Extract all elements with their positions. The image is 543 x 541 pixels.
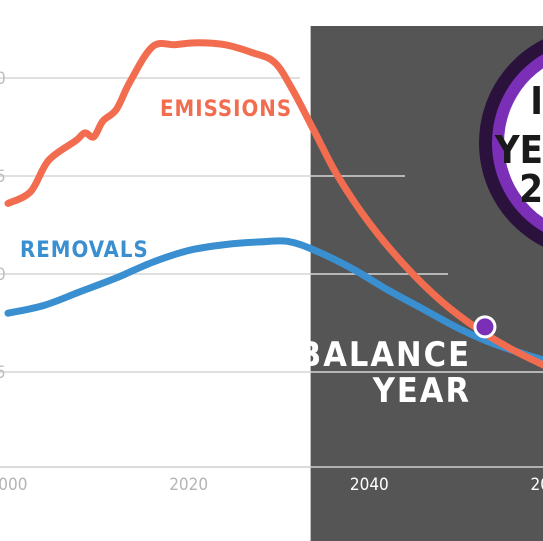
y-tick-label: 0 (0, 69, 6, 89)
removals-label: REMOVALS (20, 238, 149, 263)
x-tick-label: 2000 (0, 475, 27, 495)
x-tick-label: 2040 (350, 475, 389, 495)
y-tick-label: 5 (0, 363, 6, 383)
series-line-removals (4, 237, 543, 364)
x-tick-label: 2060 (531, 475, 543, 495)
x-tick-label: 2020 (169, 475, 208, 495)
balance-year-label: BALANCE (298, 335, 471, 375)
badge-text: YE (494, 128, 543, 172)
balance-point-marker (473, 315, 497, 339)
emissions-label: EMISSIONS (160, 97, 292, 122)
badge-inner-circle (504, 68, 543, 218)
series-line-emissions (4, 39, 543, 369)
balance-year-label: YEAR (372, 371, 471, 411)
badge-text: I (530, 79, 543, 123)
y-tick-label: 0 (0, 265, 6, 285)
badge-text: 2 (519, 167, 543, 211)
y-tick-label: 5 (0, 167, 6, 187)
